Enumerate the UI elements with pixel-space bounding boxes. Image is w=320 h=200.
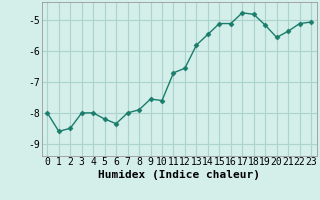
X-axis label: Humidex (Indice chaleur): Humidex (Indice chaleur) (98, 170, 260, 180)
